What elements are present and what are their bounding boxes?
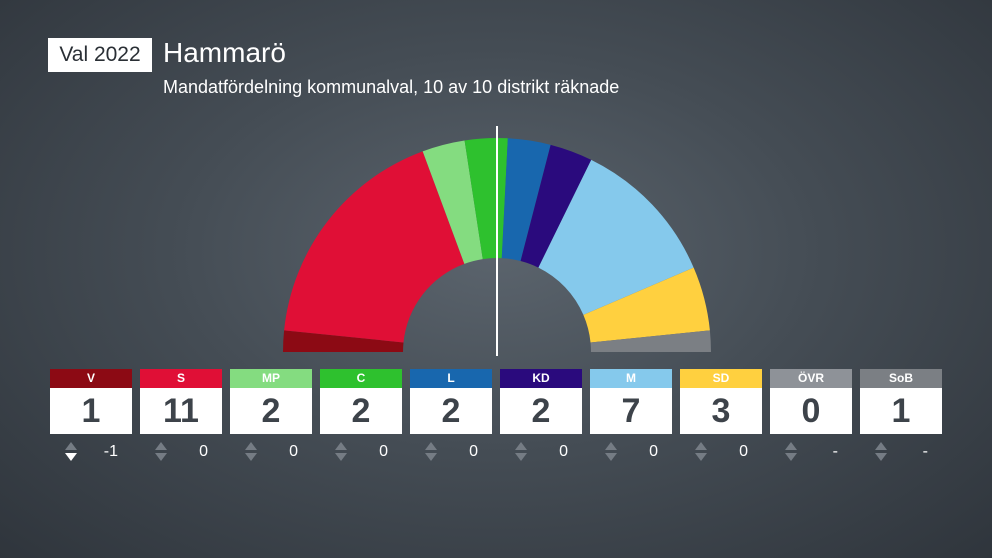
change-arrows-icon: [335, 442, 347, 462]
change-arrows-icon: [515, 442, 527, 462]
change-value: 0: [289, 443, 298, 460]
seat-segment-v: [283, 330, 404, 352]
party-change: 0: [410, 440, 492, 464]
party-seats: 2: [230, 388, 312, 434]
seat-segment-sd: [583, 267, 710, 343]
party-card-sd: SD 3 0: [680, 369, 762, 464]
party-seats: 2: [410, 388, 492, 434]
change-value: 0: [739, 443, 748, 460]
seat-segment-s: [284, 151, 465, 343]
party-change: -: [860, 440, 942, 464]
change-value: 0: [469, 443, 478, 460]
arrow-up-icon: [605, 442, 617, 450]
party-seats: 2: [320, 388, 402, 434]
party-card-sob: SoB 1 -: [860, 369, 942, 464]
arrow-up-icon: [785, 442, 797, 450]
seat-segment-sob: [590, 330, 711, 352]
party-card-v: V 1 -1: [50, 369, 132, 464]
arrow-down-icon: [65, 453, 77, 461]
party-card-kd: KD 2 0: [500, 369, 582, 464]
party-seats: 0: [770, 388, 852, 434]
seat-segment-l: [501, 138, 551, 262]
party-label: C: [320, 369, 402, 388]
arrow-down-icon: [335, 453, 347, 461]
seat-segment-m: [538, 159, 694, 315]
change-value: 0: [649, 443, 658, 460]
party-change: 0: [680, 440, 762, 464]
change-arrows-icon: [425, 442, 437, 462]
arrow-down-icon: [245, 453, 257, 461]
party-label: L: [410, 369, 492, 388]
arrow-up-icon: [875, 442, 887, 450]
arrow-down-icon: [155, 453, 167, 461]
party-change: 0: [140, 440, 222, 464]
change-arrows-icon: [155, 442, 167, 462]
change-value: -: [832, 443, 838, 460]
year-badge: Val 2022: [48, 38, 152, 72]
arrow-up-icon: [335, 442, 347, 450]
party-label: MP: [230, 369, 312, 388]
change-value: -: [922, 443, 928, 460]
change-arrows-icon: [65, 442, 77, 462]
party-label: M: [590, 369, 672, 388]
party-seats: 7: [590, 388, 672, 434]
change-arrows-icon: [245, 442, 257, 462]
arrow-up-icon: [65, 442, 77, 450]
party-change: 0: [500, 440, 582, 464]
change-value: 0: [199, 443, 208, 460]
party-label: S: [140, 369, 222, 388]
arrow-up-icon: [155, 442, 167, 450]
party-seats: 1: [860, 388, 942, 434]
party-seats: 3: [680, 388, 762, 434]
party-change: -: [770, 440, 852, 464]
party-seats: 1: [50, 388, 132, 434]
arrow-up-icon: [245, 442, 257, 450]
party-label: SoB: [860, 369, 942, 388]
arrow-down-icon: [515, 453, 527, 461]
arrow-down-icon: [875, 453, 887, 461]
party-change: 0: [590, 440, 672, 464]
arrow-up-icon: [425, 442, 437, 450]
party-label: KD: [500, 369, 582, 388]
arrow-down-icon: [785, 453, 797, 461]
change-arrows-icon: [605, 442, 617, 462]
party-card-s: S 11 0: [140, 369, 222, 464]
party-seats: 2: [500, 388, 582, 434]
seat-segment-mp: [422, 140, 483, 264]
party-label: SD: [680, 369, 762, 388]
party-card-mp: MP 2 0: [230, 369, 312, 464]
arrow-down-icon: [425, 453, 437, 461]
change-arrows-icon: [875, 442, 887, 462]
change-arrows-icon: [785, 442, 797, 462]
arrow-up-icon: [515, 442, 527, 450]
change-value: -1: [103, 443, 118, 460]
arrow-down-icon: [695, 453, 707, 461]
change-value: 0: [379, 443, 388, 460]
page-title: Hammarö: [163, 37, 286, 68]
arrow-down-icon: [605, 453, 617, 461]
change-value: 0: [559, 443, 568, 460]
party-label: V: [50, 369, 132, 388]
page-subtitle: Mandatfördelning kommunalval, 10 av 10 d…: [163, 77, 620, 97]
seat-segment-kd: [520, 144, 592, 268]
party-change: -1: [50, 440, 132, 464]
arrow-up-icon: [695, 442, 707, 450]
party-seats: 11: [140, 388, 222, 434]
party-card-övr: ÖVR 0 -: [770, 369, 852, 464]
change-arrows-icon: [695, 442, 707, 462]
party-change: 0: [230, 440, 312, 464]
party-change: 0: [320, 440, 402, 464]
party-label: ÖVR: [770, 369, 852, 388]
